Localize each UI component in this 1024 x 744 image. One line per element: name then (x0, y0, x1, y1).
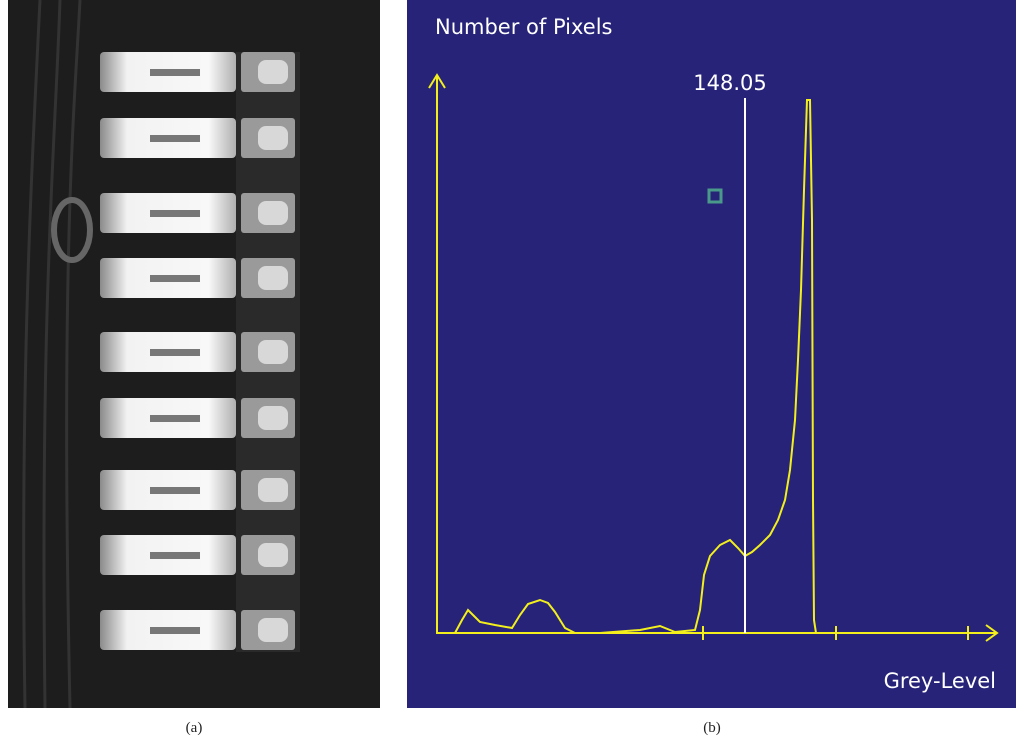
threshold-label: 148.05 (693, 71, 766, 95)
pad-notch (150, 69, 200, 76)
x-axis-label: Grey-Level (884, 669, 996, 693)
pad-end-highlight (258, 618, 288, 642)
pad-notch (150, 210, 200, 217)
photo-panel (8, 0, 380, 708)
pad-notch (150, 275, 200, 282)
pad-end-highlight (258, 543, 288, 567)
caption-a: (a) (186, 720, 203, 736)
pad-end-highlight (258, 266, 288, 290)
pad-end-highlight (258, 478, 288, 502)
pad-end-highlight (258, 340, 288, 364)
pad-notch (150, 415, 200, 422)
figure: Number of Pixels Grey-Level 148.05 (a) (… (0, 0, 1024, 744)
pad-end-highlight (258, 126, 288, 150)
caption-b: (b) (703, 720, 721, 736)
pad-notch (150, 487, 200, 494)
pad-notch (150, 349, 200, 356)
pad-end-highlight (258, 201, 288, 225)
pad-end-highlight (258, 406, 288, 430)
histogram-background (407, 0, 1016, 708)
page: Number of Pixels Grey-Level 148.05 (a) (… (0, 0, 1024, 744)
histogram-panel: Number of Pixels Grey-Level 148.05 (407, 0, 1016, 708)
pad-notch (150, 627, 200, 634)
pad-end-highlight (258, 60, 288, 84)
pad-notch (150, 552, 200, 559)
y-axis-label: Number of Pixels (435, 15, 612, 39)
pad-notch (150, 135, 200, 142)
